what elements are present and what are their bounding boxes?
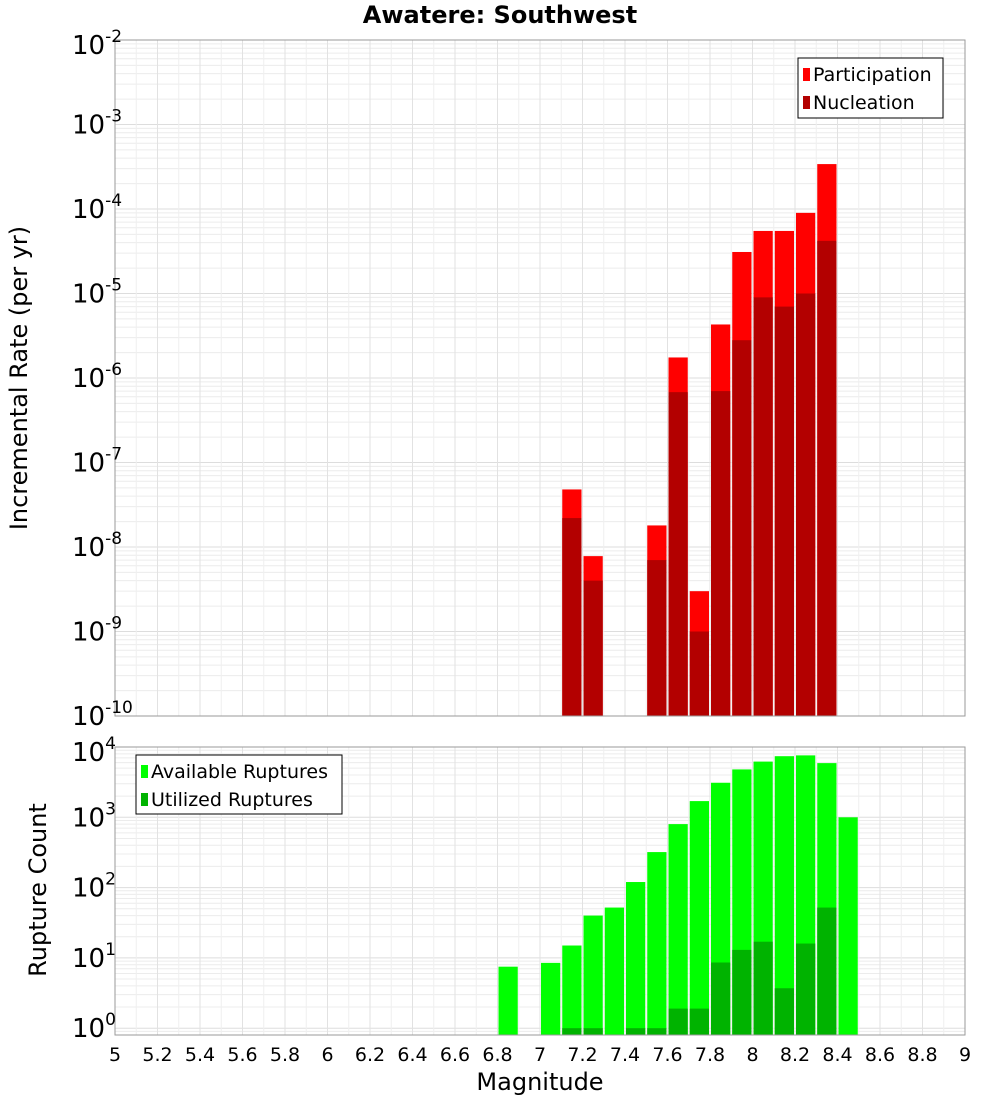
bar-nucleation-m7.95 — [732, 340, 752, 716]
bar-utilized-ruptures-m8.25 — [796, 943, 816, 1035]
bar-available-ruptures-m8.15 — [774, 756, 794, 1035]
x-tick-label: 7.8 — [695, 1044, 725, 1066]
bar-available-ruptures-m7.55 — [647, 852, 667, 1035]
y-tick-labels: 10-10 10-9 10-8 10-7 10-6 10-5 10-4 10-3 10-2 — [72, 27, 133, 732]
x-tick-label: 8.8 — [907, 1044, 937, 1066]
y-tick-label: 10-9 — [72, 614, 122, 648]
legend: Participation Nucleation — [797, 57, 944, 119]
series-nucleation — [562, 240, 837, 716]
bar-available-ruptures-m8.45 — [838, 817, 858, 1035]
legend-box — [797, 57, 944, 119]
rupture-count-plot: 100 101 102 103 104 5 5.2 5.4 5.6 5.8 6 6.2 6.4 6.6 6.… — [72, 734, 971, 1066]
bar-nucleation-m7.85 — [711, 391, 731, 716]
plot-frame — [114, 746, 966, 1036]
bar-nucleation-m8.15 — [774, 306, 794, 716]
y-tick-label: 102 — [72, 870, 116, 904]
bar-available-ruptures-m7.45 — [626, 882, 646, 1035]
legend: Available Ruptures Utilized Ruptures — [135, 754, 343, 815]
y-tick-label: 10-4 — [72, 191, 122, 225]
bar-utilized-ruptures-m7.25 — [583, 1028, 603, 1035]
series-utilized-ruptures — [562, 907, 837, 1035]
x-tick-label: 5.6 — [227, 1044, 257, 1066]
legend-box — [135, 754, 343, 815]
legend-label-participation: Participation — [813, 64, 932, 86]
x-tick-label: 7.2 — [567, 1044, 597, 1066]
y-tick-label: 101 — [72, 940, 116, 974]
chart-title: Awatere: Southwest — [363, 1, 637, 29]
x-tick-label: 6.2 — [355, 1044, 385, 1066]
x-tick-label: 7 — [534, 1044, 546, 1066]
y-tick-label: 10-2 — [72, 27, 122, 61]
legend-swatch-available-ruptures — [141, 765, 148, 778]
bar-utilized-ruptures-m8.15 — [774, 988, 794, 1035]
x-tick-label: 6.6 — [440, 1044, 470, 1066]
bar-utilized-ruptures-m7.65 — [668, 1008, 688, 1035]
x-tick-label: 5.2 — [142, 1044, 172, 1066]
bar-available-ruptures-m7.25 — [583, 915, 603, 1035]
x-tick-label: 7.6 — [652, 1044, 682, 1066]
x-tick-label: 5.8 — [270, 1044, 300, 1066]
y-tick-label: 10-6 — [72, 360, 122, 394]
x-tick-label: 8 — [746, 1044, 758, 1066]
rate-plot: 10-10 10-9 10-8 10-7 10-6 10-5 10-4 10-3 10-2 Par… — [72, 27, 966, 732]
y-tick-labels: 100 101 102 103 104 — [72, 734, 116, 1044]
legend-swatch-nucleation — [803, 96, 810, 109]
bar-available-ruptures-m7.75 — [689, 801, 709, 1035]
bar-available-ruptures-m7.05 — [541, 962, 561, 1035]
x-tick-label: 7.4 — [610, 1044, 640, 1066]
plot-frame — [114, 39, 966, 717]
x-tick-label: 9 — [959, 1044, 971, 1066]
x-tick-label: 8.4 — [822, 1044, 852, 1066]
bar-utilized-ruptures-m7.15 — [562, 1028, 582, 1035]
magnitude-axis-label: Magnitude — [476, 1068, 603, 1096]
bar-nucleation-m7.75 — [689, 631, 709, 716]
legend-label-nucleation: Nucleation — [813, 92, 915, 114]
bar-utilized-ruptures-m7.75 — [689, 1008, 709, 1035]
legend-swatch-participation — [803, 68, 810, 81]
bar-nucleation-m8.35 — [817, 240, 837, 716]
bar-available-ruptures-m7.15 — [562, 945, 582, 1035]
bar-available-ruptures-m7.65 — [668, 824, 688, 1035]
bar-utilized-ruptures-m8.35 — [817, 907, 837, 1035]
bar-available-ruptures-m7.35 — [604, 907, 624, 1035]
y-tick-label: 10-5 — [72, 276, 122, 310]
y-tick-label: 10-8 — [72, 529, 122, 563]
bar-nucleation-m7.25 — [583, 580, 603, 716]
bar-nucleation-m7.65 — [668, 392, 688, 716]
x-tick-label: 6.8 — [482, 1044, 512, 1066]
bar-nucleation-m7.55 — [647, 560, 667, 716]
x-tick-label: 8.6 — [865, 1044, 895, 1066]
y-tick-label: 10-3 — [72, 107, 122, 141]
bar-available-ruptures-m6.85 — [498, 966, 518, 1035]
rupture-count-axis-label: Rupture Count — [24, 803, 52, 977]
bar-nucleation-m8.25 — [796, 293, 816, 716]
grid-lines — [114, 39, 966, 717]
legend-swatch-utilized-ruptures — [141, 793, 148, 806]
bar-nucleation-m8.05 — [753, 297, 773, 716]
y-tick-label: 104 — [72, 734, 116, 768]
rate-axis-label: Incremental Rate (per yr) — [5, 226, 33, 530]
bar-nucleation-m7.15 — [562, 518, 582, 716]
x-tick-label: 6 — [321, 1044, 333, 1066]
y-tick-label: 100 — [72, 1010, 116, 1044]
x-tick-label: 8.2 — [780, 1044, 810, 1066]
bar-utilized-ruptures-m8.05 — [753, 941, 773, 1035]
bar-utilized-ruptures-m7.55 — [647, 1028, 667, 1035]
y-tick-label: 103 — [72, 799, 116, 833]
x-tick-label: 5 — [109, 1044, 121, 1066]
legend-label-utilized-ruptures: Utilized Ruptures — [151, 789, 313, 811]
y-tick-label: 10-10 — [72, 698, 133, 732]
x-tick-label: 6.4 — [397, 1044, 427, 1066]
bar-utilized-ruptures-m7.45 — [626, 1028, 646, 1035]
y-tick-label: 10-7 — [72, 445, 122, 479]
x-tick-labels: 5 5.2 5.4 5.6 5.8 6 6.2 6.4 6.6 6.8 7 7.2 7.4 7.6 7.8 8… — [109, 1044, 971, 1066]
legend-label-available-ruptures: Available Ruptures — [151, 761, 328, 783]
bar-utilized-ruptures-m7.85 — [711, 962, 731, 1035]
x-tick-label: 5.4 — [185, 1044, 215, 1066]
bar-utilized-ruptures-m7.95 — [732, 949, 752, 1035]
